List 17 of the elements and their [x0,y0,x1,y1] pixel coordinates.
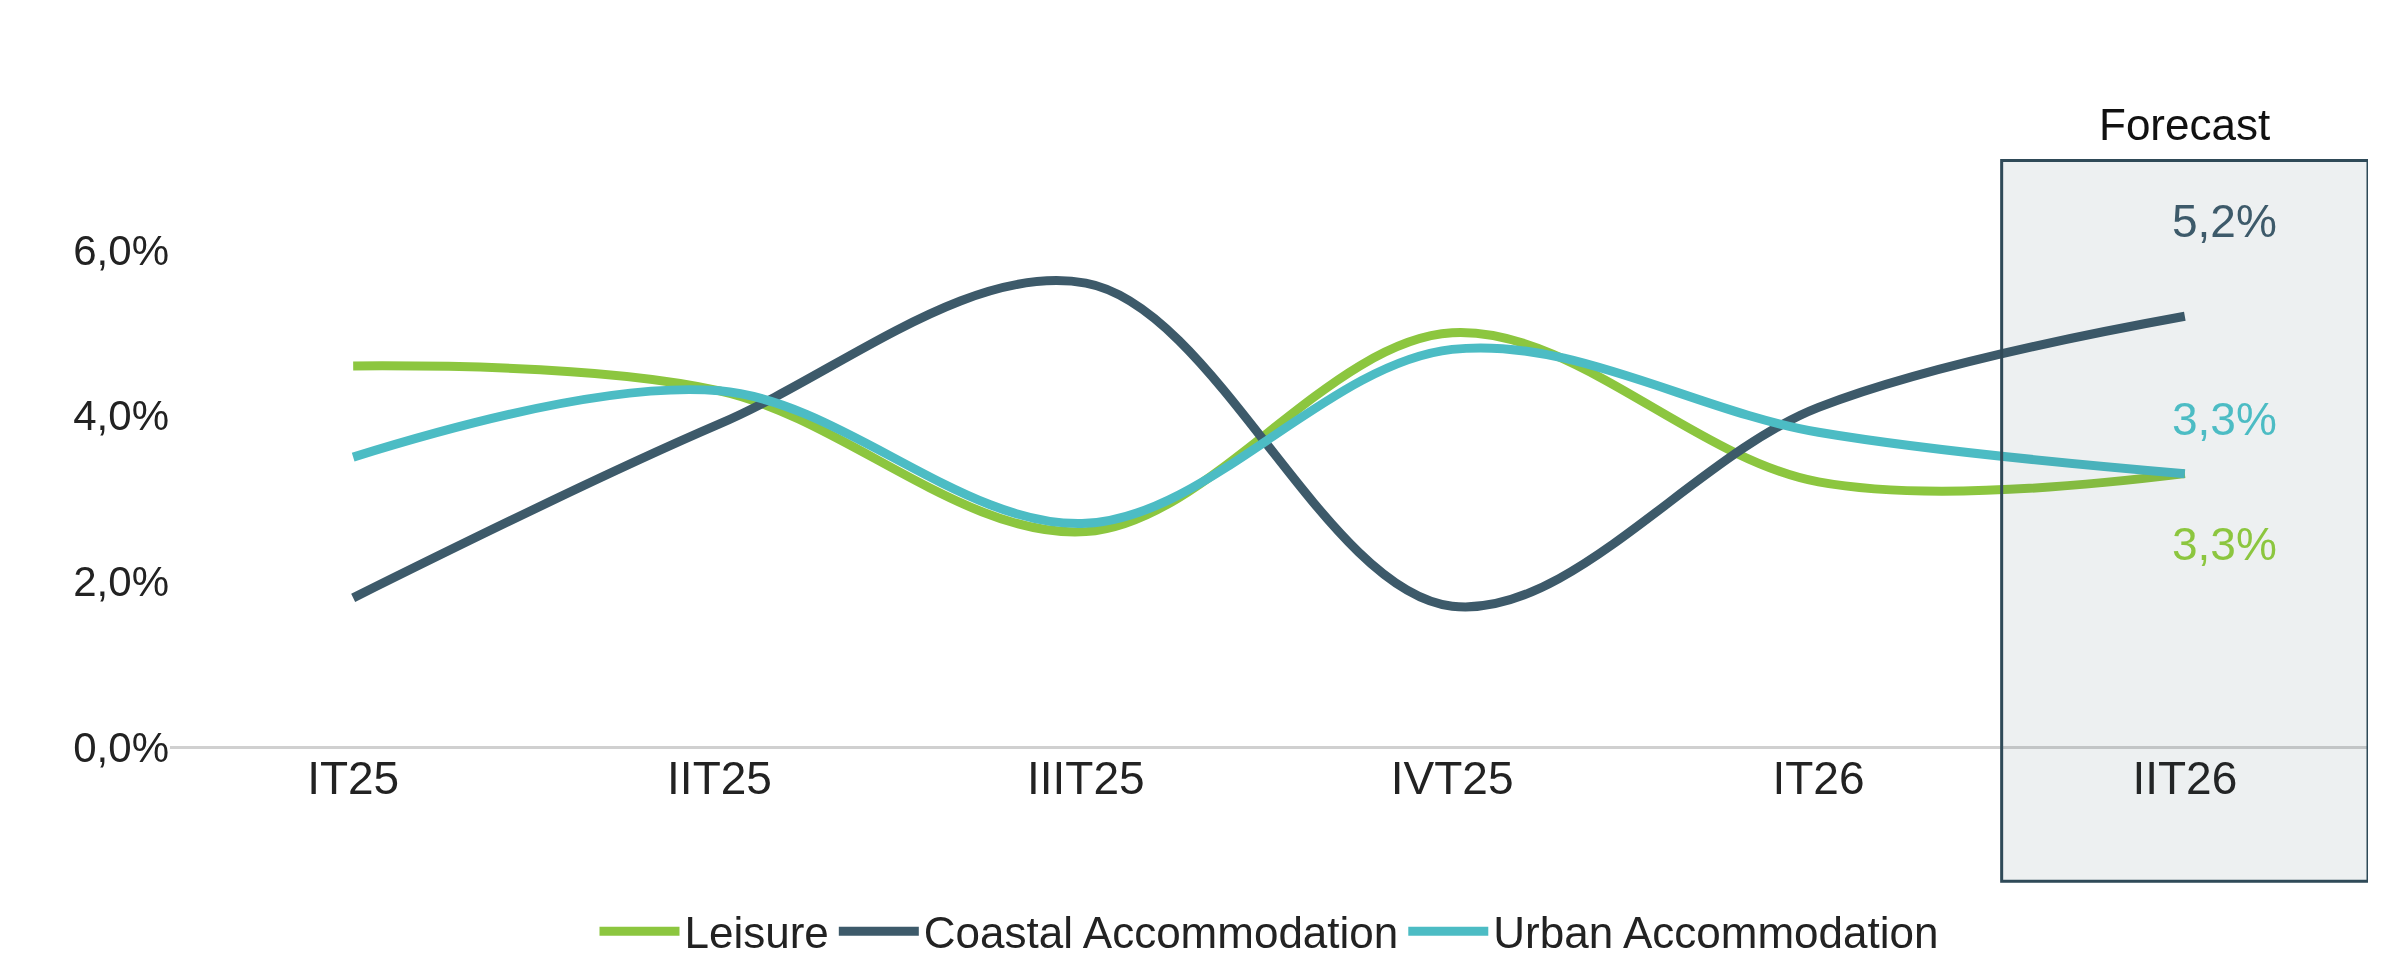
x-tick-label: IT26 [1772,752,1865,804]
y-tick-label: 2,0% [73,558,169,606]
x-tick-label: IVT25 [1390,752,1514,804]
x-tick-label: IIT25 [667,752,772,804]
data-label: 3,3% [2172,518,2277,570]
y-tick-label: 4,0% [73,392,169,440]
band-label: Forecast [2099,100,2271,149]
y-tick-label: 6,0% [73,226,169,274]
data-label: 5,2% [2172,195,2277,247]
x-tick-label: IT25 [307,752,400,804]
legend-label: Urban Accommodation [1493,908,1939,958]
y-tick-label: 0,0% [73,723,169,771]
x-tick-label: IIIT25 [1027,752,1145,804]
legend-label: Coastal Accommodation [923,908,1399,958]
x-tick-label: IIT26 [2132,752,2238,804]
legend-label: Leisure [684,908,829,958]
data-label: 3,3% [2172,393,2277,445]
